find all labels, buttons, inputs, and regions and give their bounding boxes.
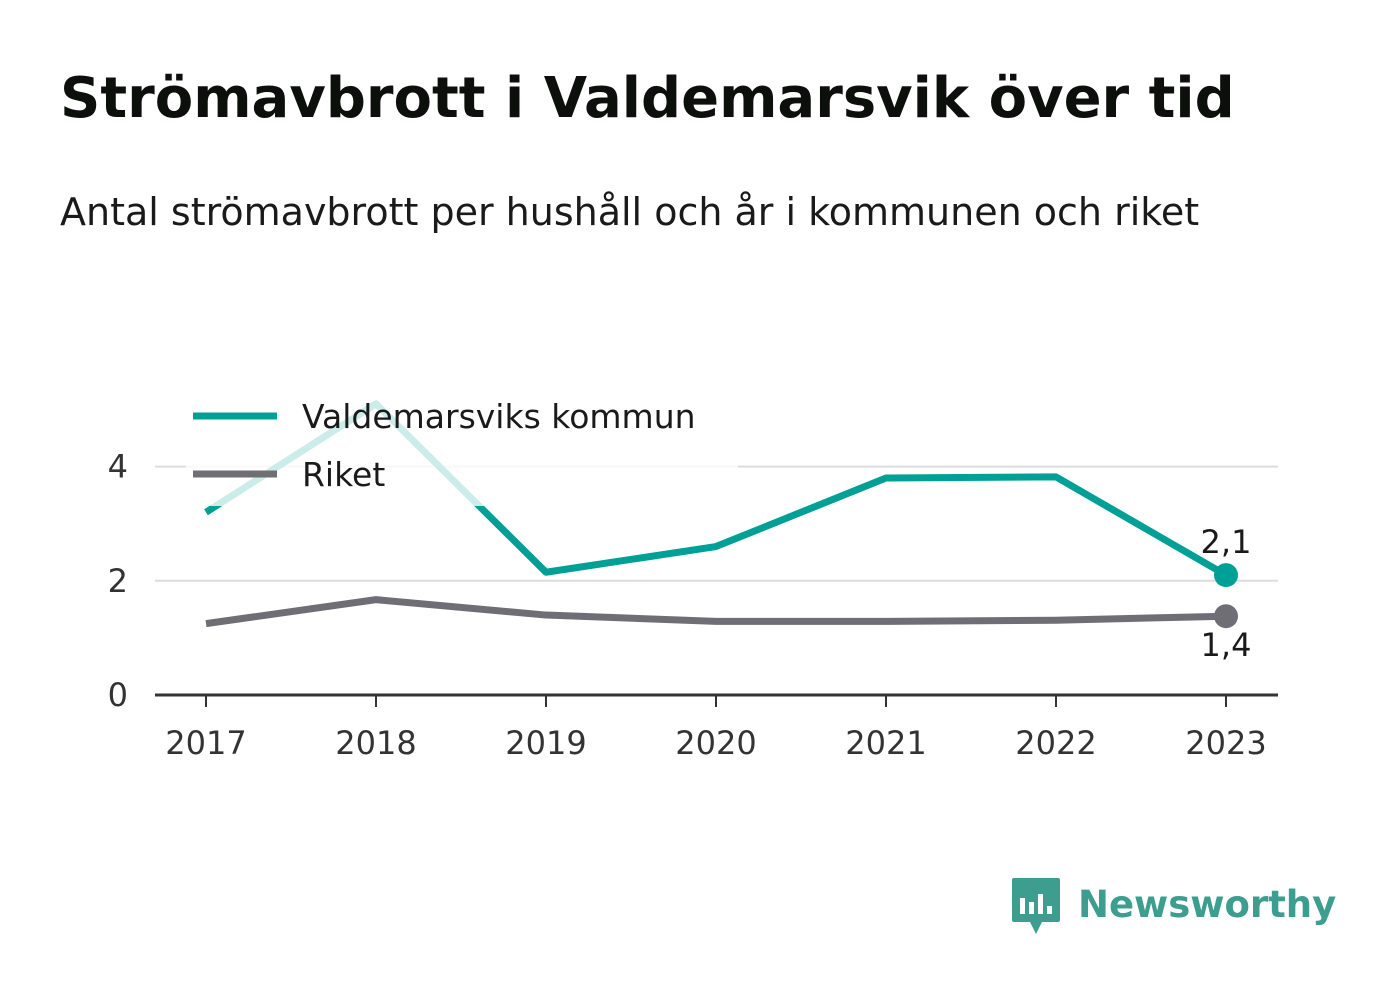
end-label-riket: 1,4	[1201, 626, 1252, 664]
x-tick-label-2018: 2018	[335, 724, 416, 762]
legend-label-1: Riket	[302, 455, 385, 494]
y-tick-label-0: 0	[108, 676, 128, 714]
data-point-riket-2023	[1214, 604, 1238, 629]
brand-logo: Newsworthy	[1010, 876, 1336, 938]
x-tick-label-2022: 2022	[1015, 724, 1096, 762]
y-tick-label-4: 4	[108, 448, 128, 486]
data-point-valdemarsvik-2023	[1214, 563, 1238, 588]
y-tick-label-2: 2	[108, 562, 128, 600]
newsworthy-logo-icon	[1012, 878, 1060, 934]
chart-title: Strömavbrott i Valdemarsvik över tid	[60, 66, 1235, 131]
axes: 0 2 4 2017 2018 2019 2020 2021 2022 2023	[108, 448, 1278, 762]
legend-background	[186, 390, 738, 506]
brand-name: Newsworthy	[1078, 882, 1337, 926]
x-tick-label-2023: 2023	[1185, 724, 1266, 762]
legend: Valdemarsviks kommun Riket	[186, 390, 738, 506]
series-line-riket	[205, 596, 1227, 628]
end-label-valdemarsvik: 2,1	[1201, 523, 1252, 561]
legend-label-0: Valdemarsviks kommun	[302, 397, 696, 436]
x-tick-label-2019: 2019	[505, 724, 586, 762]
end-labels: 2,1 1,4	[1201, 523, 1252, 664]
x-tick-label-2017: 2017	[165, 724, 246, 762]
chart-subtitle: Antal strömavbrott per hushåll och år i …	[60, 190, 1200, 234]
x-tick-label-2021: 2021	[845, 724, 926, 762]
x-tick-label-2020: 2020	[675, 724, 756, 762]
